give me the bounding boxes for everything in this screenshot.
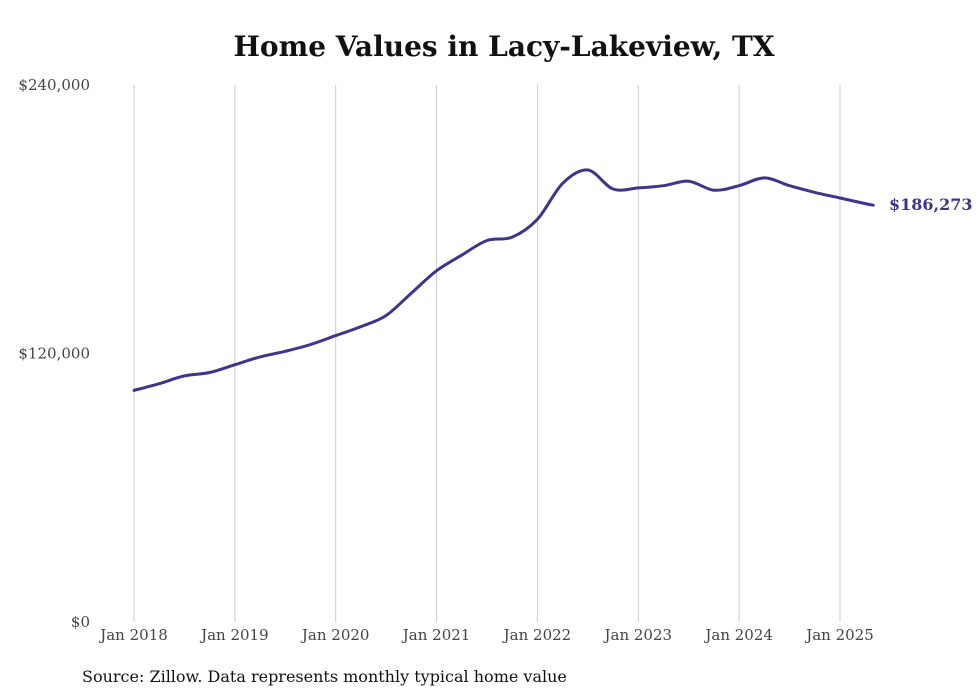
x-tick-label: Jan 2018: [98, 626, 168, 644]
y-axis-ticks: $0 $120,000 $240,000: [18, 76, 90, 631]
gridlines: [133, 85, 841, 622]
y-tick-label: $120,000: [18, 345, 90, 363]
series-line: [132, 168, 875, 392]
source-note: Source: Zillow. Data represents monthly …: [82, 667, 567, 686]
series-layer: [132, 168, 875, 392]
chart-title: Home Values in Lacy-Lakeview, TX: [233, 30, 775, 63]
x-tick-label: Jan 2023: [603, 626, 673, 644]
y-tick-label: $240,000: [18, 76, 90, 94]
x-tick-label: Jan 2019: [199, 626, 269, 644]
x-tick-label: Jan 2020: [300, 626, 370, 644]
x-axis-ticks: Jan 2018 Jan 2019 Jan 2020 Jan 2021 Jan 2022…: [98, 626, 874, 644]
line-chart: $0$120,000$240,000 Jan 2018 Jan 2019 Jan 2…: [18, 76, 973, 644]
x-tick-label: Jan 2024: [703, 626, 773, 644]
x-tick-label: Jan 2021: [401, 626, 471, 644]
end-value-label: $186,273: [889, 195, 973, 214]
x-tick-label: Jan 2022: [502, 626, 572, 644]
x-tick-label: Jan 2025: [804, 626, 874, 644]
y-tick-label: $0: [71, 613, 90, 631]
end-label-layer: $186,273: [889, 195, 973, 214]
